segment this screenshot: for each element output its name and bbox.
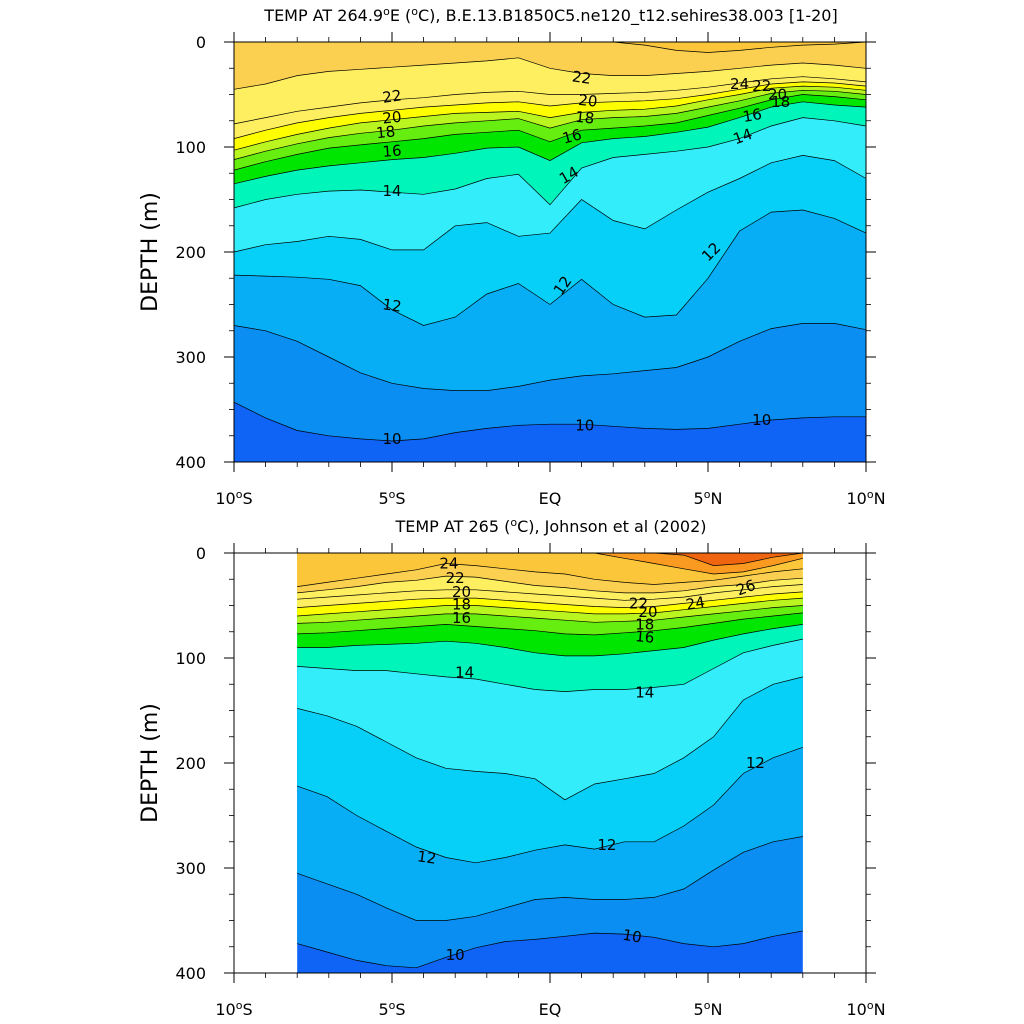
x-tick-label: 5oS [378, 488, 405, 509]
y-tick-label: 400 [175, 964, 206, 983]
contour-label: 14 [455, 664, 474, 682]
x-tick-label: 10oS [215, 999, 252, 1020]
contour-label: 12 [597, 836, 616, 854]
plot-area-observed: 2422201816141210222018161412102426120100… [175, 543, 886, 1020]
ylabel-model: DEPTH (m) [138, 192, 163, 312]
y-tick-label: 0 [196, 33, 206, 52]
band-above-28 [297, 553, 803, 566]
x-tick-label: 5oS [378, 999, 405, 1020]
ylabel-observed: DEPTH (m) [138, 703, 163, 823]
x-tick-label: 5oN [694, 999, 723, 1020]
title-model: TEMP AT 264.9oE (oC), B.E.13.B1850C5.ne1… [263, 5, 837, 27]
contour-line-12 [233, 209, 867, 326]
contour-line-19 [297, 591, 803, 608]
contour-label: 12 [381, 295, 402, 315]
contour-label: 16 [741, 105, 763, 126]
contour-line-13 [233, 155, 867, 253]
contour-label: 18 [574, 108, 595, 128]
contour-label: 14 [635, 684, 654, 702]
title-observed: TEMP AT 265 (oC), Johnson et al (2002) [394, 516, 706, 537]
contour-line-15 [297, 624, 803, 657]
y-tick-label: 200 [175, 754, 206, 773]
contour-line-22 [297, 575, 803, 594]
band-above-26 [297, 553, 803, 574]
y-tick-label: 100 [175, 138, 206, 157]
y-tick-label: 200 [175, 243, 206, 262]
contour-line-20 [297, 584, 803, 601]
contour-label: 10 [446, 946, 465, 964]
x-tick-label: EQ [539, 489, 562, 508]
contour-line-16 [233, 94, 867, 171]
contour-label: 16 [635, 627, 656, 647]
contour-label: 22 [571, 67, 592, 87]
y-tick-label: 100 [175, 649, 206, 668]
contour-label: 22 [381, 86, 402, 106]
contour-line-17 [233, 89, 867, 160]
contour-label: 18 [635, 615, 654, 633]
contour-label: 24 [439, 555, 458, 573]
contour-label: 14 [731, 125, 755, 148]
contour-line-17 [297, 605, 803, 624]
y-tick-label: 300 [175, 348, 206, 367]
contour-label: 10 [621, 926, 643, 947]
contour-label: 18 [452, 595, 471, 613]
contour-label: 10 [382, 430, 401, 448]
contour-label: 14 [382, 182, 401, 200]
band-above-24 [234, 42, 866, 53]
contour-line-20 [233, 76, 867, 125]
contour-line-10 [233, 401, 866, 442]
x-tick-label: 10oN [846, 488, 885, 509]
band-above-22 [234, 42, 866, 90]
y-tick-label: 0 [196, 544, 206, 563]
x-tick-label: 10oS [215, 488, 252, 509]
contour-label: 12 [416, 847, 437, 867]
contour-label: 20 [638, 603, 657, 621]
contour-label: 18 [375, 122, 396, 142]
x-tick-label: EQ [539, 1000, 562, 1019]
contour-line-14 [297, 638, 803, 692]
contour-label: 20 [452, 583, 471, 601]
contour-label: 24 [730, 75, 749, 93]
contour-line-10 [297, 930, 803, 969]
contour-label: 20 [768, 86, 787, 104]
contour-line-18 [297, 597, 803, 617]
contour-line-13 [297, 676, 803, 801]
contour-line-15 [233, 101, 867, 185]
contour-line-22 [233, 57, 867, 90]
contour-line-14 [233, 117, 867, 209]
contour-label: 24 [684, 593, 706, 614]
contour-label: 10 [752, 411, 771, 429]
y-tick-label: 300 [175, 859, 206, 878]
contour-line-24 [297, 563, 803, 587]
contour-label: 22 [446, 569, 465, 587]
contour-label: 22 [752, 77, 771, 95]
contour-label: 12 [746, 754, 765, 772]
panel-model: TEMP AT 264.9oE (oC), B.E.13.B1850C5.ne1… [138, 5, 886, 509]
contour-label: 20 [382, 108, 403, 128]
contour-label: 18 [771, 93, 790, 111]
contour-label: 20 [577, 91, 598, 111]
contour-label: 22 [629, 594, 648, 612]
x-tick-label: 5oN [694, 488, 723, 509]
contour-label: 16 [561, 125, 584, 147]
contour-label: 10 [575, 416, 594, 434]
contour-line-12 [297, 746, 803, 864]
contour-line-11 [233, 323, 867, 391]
contour-line-18 [233, 85, 867, 151]
contour-label: 16 [452, 609, 471, 627]
contour-label: 16 [382, 142, 402, 161]
contour-line-19 [233, 81, 867, 139]
x-tick-label: 10oN [846, 999, 885, 1020]
contour-line-16 [297, 612, 803, 636]
y-tick-label: 400 [175, 453, 206, 472]
contour-label: 26 [734, 576, 758, 599]
contour-line-11 [297, 836, 803, 921]
panel-observed: TEMP AT 265 (oC), Johnson et al (2002) 2… [138, 516, 886, 1020]
